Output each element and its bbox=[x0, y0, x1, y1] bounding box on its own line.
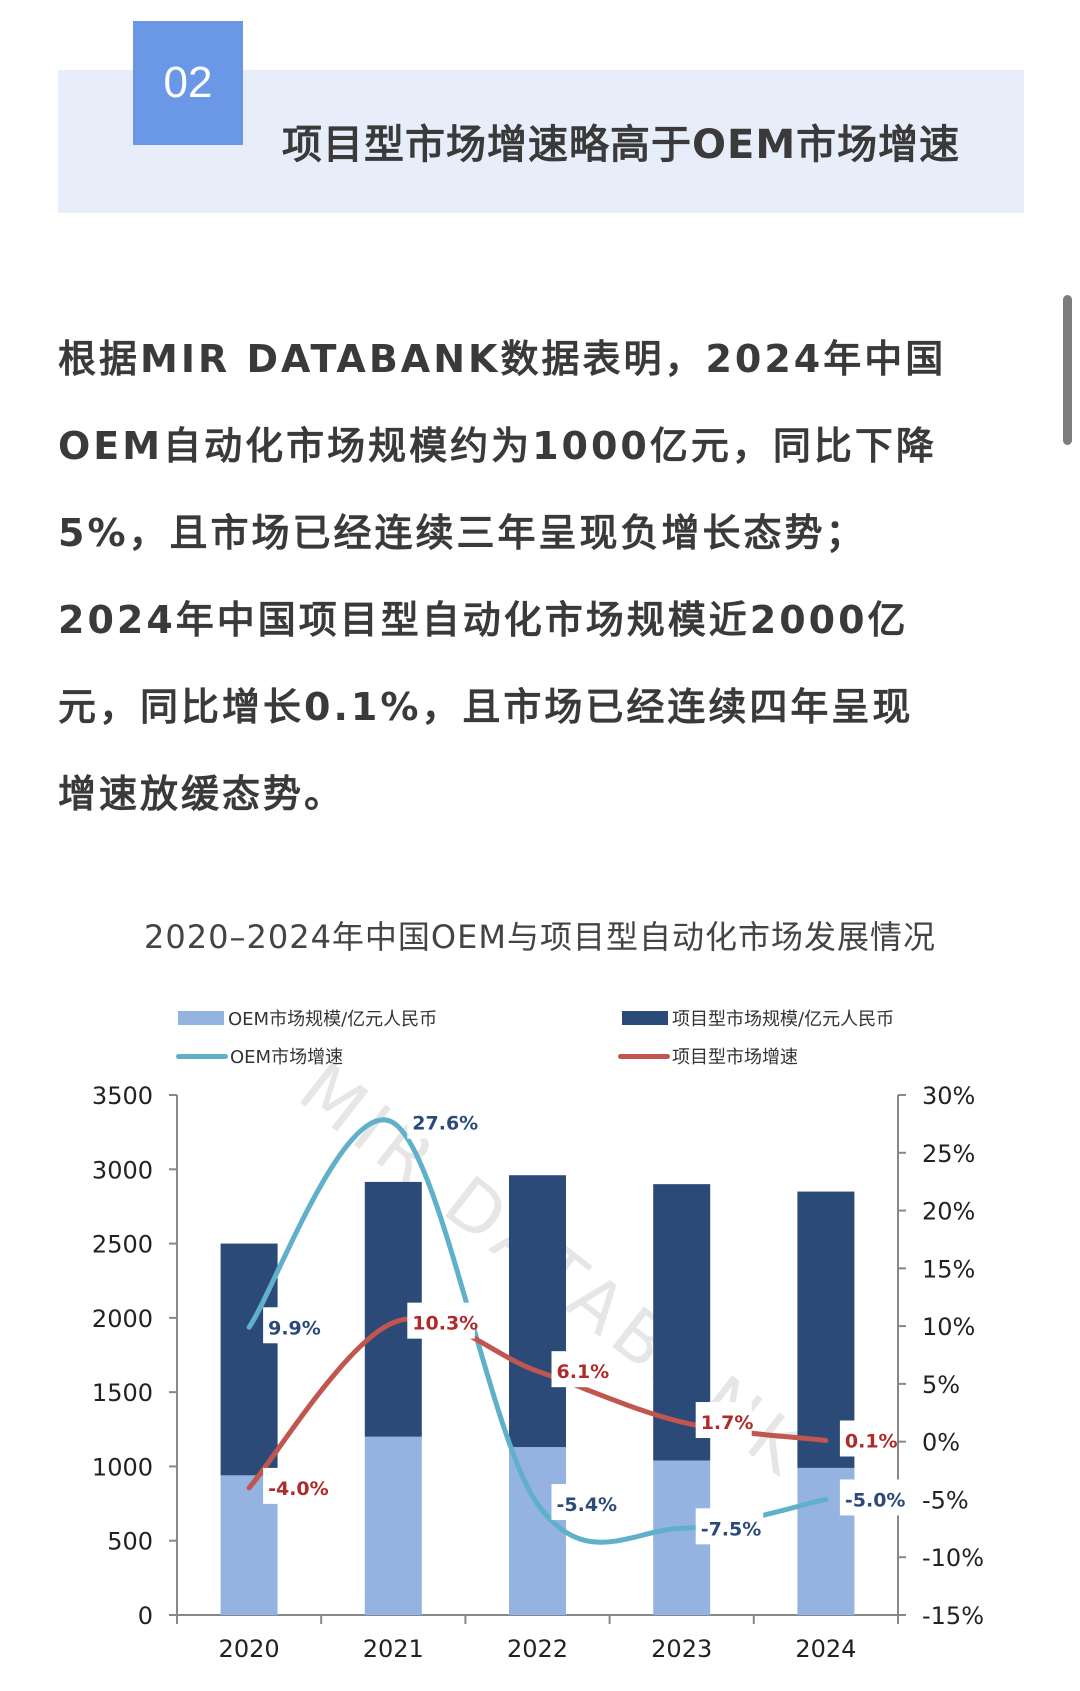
bar-project-size bbox=[509, 1175, 566, 1448]
right-tick-label: -15% bbox=[922, 1602, 984, 1630]
body-line: 2024年中国项目型自动化市场规模近2000亿 bbox=[58, 598, 909, 642]
data-label: 1.7% bbox=[701, 1412, 754, 1434]
x-tick-label: 2021 bbox=[363, 1635, 424, 1663]
data-label: 9.9% bbox=[268, 1317, 321, 1339]
body-line: OEM自动化市场规模约为1000亿元，同比下降 bbox=[58, 424, 937, 468]
data-label: 0.1% bbox=[845, 1431, 898, 1453]
data-label-bg bbox=[263, 1307, 320, 1344]
data-label-bg bbox=[695, 1402, 752, 1439]
legend-label: 项目型市场增速 bbox=[672, 1047, 798, 1068]
right-tick-label: 25% bbox=[922, 1140, 975, 1168]
body-paragraph: 根据MIR DATABANK数据表明，2024年中国 OEM自动化市场规模约为1… bbox=[58, 316, 1024, 838]
left-tick-label: 1000 bbox=[92, 1453, 153, 1481]
section-number: 02 bbox=[163, 58, 213, 107]
body-line: 根据MIR DATABANK数据表明，2024年中国 bbox=[58, 337, 947, 381]
body-line: 增速放缓态势。 bbox=[58, 772, 346, 816]
bar-oem-size bbox=[364, 1436, 422, 1615]
left-tick-label: 3000 bbox=[92, 1156, 153, 1184]
legend-oem-size: OEM市场规模/亿元人民币 bbox=[178, 1005, 437, 1031]
right-tick-label: 30% bbox=[922, 1082, 975, 1110]
right-tick-label: 20% bbox=[922, 1198, 975, 1226]
legend-label: 项目型市场规模/亿元人民币 bbox=[672, 1009, 895, 1030]
legend-swatch-line bbox=[176, 1053, 228, 1059]
data-label: -4.0% bbox=[268, 1478, 329, 1500]
data-label-bg bbox=[839, 1479, 908, 1516]
legend-label: OEM市场规模/亿元人民币 bbox=[228, 1009, 438, 1030]
bar-project-size bbox=[220, 1243, 278, 1476]
left-tick-label: 500 bbox=[107, 1528, 153, 1556]
data-label-bg bbox=[263, 1467, 331, 1504]
data-label-bg bbox=[839, 1420, 896, 1457]
right-tick-label: -5% bbox=[922, 1486, 969, 1514]
scrollbar-thumb[interactable] bbox=[1063, 295, 1072, 445]
x-tick-label: 2022 bbox=[507, 1635, 568, 1663]
data-label-bg bbox=[551, 1484, 619, 1521]
data-label: -5.0% bbox=[845, 1489, 906, 1511]
legend-oem-growth: OEM市场增速 bbox=[176, 1043, 343, 1069]
left-tick-label: 3500 bbox=[92, 1082, 153, 1110]
data-label: 6.1% bbox=[557, 1361, 610, 1383]
data-label: 10.3% bbox=[412, 1313, 478, 1335]
legend-project-growth: 项目型市场增速 bbox=[618, 1043, 798, 1069]
right-tick-label: 15% bbox=[922, 1255, 975, 1283]
body-line: 元，同比增长0.1%，且市场已经连续四年呈现 bbox=[58, 685, 914, 729]
legend-project-size: 项目型市场规模/亿元人民币 bbox=[622, 1005, 894, 1031]
section-title: 项目型市场增速略高于OEM市场增速 bbox=[282, 122, 961, 168]
legend-swatch-box bbox=[622, 1011, 668, 1025]
body-line: 5%，且市场已经连续三年呈现负增长态势； bbox=[58, 511, 867, 555]
x-tick-label: 2020 bbox=[219, 1635, 280, 1663]
legend-swatch-box bbox=[178, 1011, 224, 1025]
right-tick-label: -10% bbox=[922, 1544, 984, 1572]
legend-swatch-line bbox=[618, 1053, 670, 1059]
left-tick-label: 2500 bbox=[92, 1231, 153, 1259]
section-number-badge: 02 bbox=[133, 21, 243, 145]
right-tick-label: 0% bbox=[922, 1429, 960, 1457]
bar-oem-size bbox=[509, 1447, 566, 1615]
data-label-bg bbox=[407, 1102, 475, 1139]
left-tick-label: 1500 bbox=[92, 1379, 153, 1407]
x-tick-label: 2023 bbox=[651, 1635, 712, 1663]
data-label-bg bbox=[551, 1351, 608, 1388]
left-tick-label: 0 bbox=[138, 1602, 153, 1630]
left-tick-label: 2000 bbox=[92, 1305, 153, 1333]
data-label: -5.4% bbox=[557, 1494, 618, 1516]
x-tick-label: 2024 bbox=[795, 1635, 856, 1663]
right-tick-label: 5% bbox=[922, 1371, 960, 1399]
legend-label: OEM市场增速 bbox=[230, 1047, 344, 1068]
data-label-bg bbox=[407, 1302, 475, 1339]
data-label: -7.5% bbox=[701, 1518, 762, 1540]
data-label-bg bbox=[695, 1508, 764, 1545]
data-label: 27.6% bbox=[412, 1113, 478, 1135]
chart-title: 2020–2024年中国OEM与项目型自动化市场发展情况 bbox=[144, 918, 936, 956]
right-tick-label: 10% bbox=[922, 1313, 975, 1341]
